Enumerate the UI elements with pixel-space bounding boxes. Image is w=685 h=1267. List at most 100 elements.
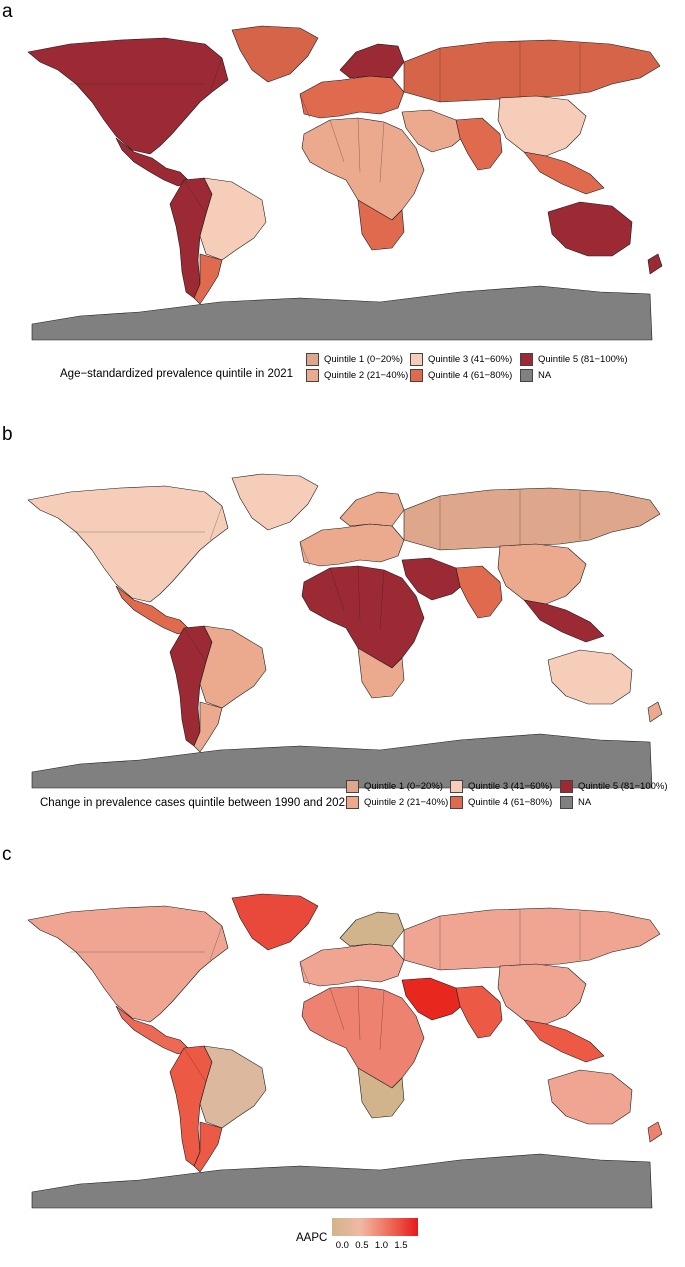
panel-a: a Age−standardized prevalence quintile i… [0, 0, 685, 420]
legend-label: Quintile 2 (21−40%) [324, 370, 409, 381]
country-border [357, 985, 361, 1041]
legend-swatch [306, 369, 319, 382]
panel-c: c AAPC 0.0 0.5 1.0 1.5 [0, 840, 685, 1267]
country-border [379, 989, 385, 1051]
region-middle-east [401, 977, 465, 1021]
country-border [209, 57, 223, 93]
country-border [183, 179, 207, 215]
legend-swatch [346, 780, 359, 793]
region-russia [403, 39, 661, 103]
country-border [357, 117, 361, 173]
region-east-asia [497, 95, 587, 157]
region-middle-east [401, 557, 465, 601]
legend-label: Quintile 2 (21−40%) [364, 797, 449, 808]
legend-label: Quintile 3 (41−60%) [428, 354, 513, 365]
region-middle-east [401, 109, 465, 153]
region-east-asia [497, 543, 587, 605]
region-europe-west [299, 75, 405, 119]
legend-label: Quintile 4 (61−80%) [468, 797, 553, 808]
legend-title: Age−standardized prevalence quintile in … [60, 368, 294, 380]
region-europe-west [299, 523, 405, 567]
region-new-zealand [647, 701, 663, 723]
legend-swatch [306, 353, 319, 366]
country-border [183, 627, 207, 663]
legend-label: Quintile 4 (61−80%) [428, 370, 513, 381]
legend-swatch [560, 780, 573, 793]
colorbar-tick-label: 1.5 [394, 1240, 408, 1251]
region-southern-cone [193, 253, 223, 305]
legend-swatch [450, 780, 463, 793]
region-australia [547, 649, 633, 705]
legend-swatch [346, 796, 359, 809]
region-greenland [231, 893, 319, 951]
region-antarctica [31, 285, 653, 341]
region-east-asia [497, 963, 587, 1025]
legend-swatch [560, 796, 573, 809]
region-north-america [27, 485, 229, 603]
country-border [329, 567, 345, 611]
region-europe-west [299, 943, 405, 987]
region-greenland [231, 25, 319, 83]
region-brazil [199, 1045, 267, 1129]
region-russia [403, 907, 661, 971]
region-antarctica [31, 1153, 653, 1209]
country-border [329, 119, 345, 163]
legend-swatch [520, 369, 533, 382]
country-border [299, 93, 311, 119]
region-australia [547, 1069, 633, 1125]
region-southern-africa [357, 647, 405, 699]
region-north-america [27, 905, 229, 1023]
legend-title: Change in prevalence cases quintile betw… [40, 797, 352, 809]
region-brazil [199, 625, 267, 709]
region-australia [547, 201, 633, 257]
colorbar-tick-label: 0.0 [335, 1240, 349, 1251]
legend-label: Quintile 5 (81−100%) [538, 354, 628, 365]
panel-label: c [2, 844, 12, 865]
legend-swatch [410, 353, 423, 366]
region-scandinavia [339, 911, 405, 947]
region-scandinavia [339, 43, 405, 79]
country-border [209, 925, 223, 961]
region-southern-africa [357, 199, 405, 251]
region-scandinavia [339, 491, 405, 527]
world-map [27, 893, 663, 1209]
legend-label: NA [578, 797, 592, 808]
region-new-zealand [647, 1121, 663, 1143]
region-southern-cone [193, 1121, 223, 1173]
region-south-asia [455, 985, 503, 1039]
region-southern-africa [357, 1067, 405, 1119]
country-border [329, 987, 345, 1031]
country-border [299, 541, 311, 567]
region-south-asia [455, 117, 503, 171]
region-southeast-asia [523, 1019, 605, 1063]
region-greenland [231, 473, 319, 531]
country-border [379, 121, 385, 183]
legend-swatch [450, 796, 463, 809]
legend-label: NA [538, 370, 552, 381]
colorbar-gradient [332, 1218, 418, 1236]
legend-label: Quintile 1 (0−20%) [324, 354, 403, 365]
region-russia [403, 487, 661, 551]
world-map [27, 25, 663, 341]
colorbar-tick-label: 1.0 [374, 1240, 389, 1251]
world-map [27, 473, 663, 789]
country-border [379, 569, 385, 631]
region-southern-cone [193, 701, 223, 753]
region-southeast-asia [523, 151, 605, 195]
legend-swatch [410, 369, 423, 382]
legend-label: Quintile 3 (41−60%) [468, 781, 553, 792]
panel-label: b [2, 424, 13, 445]
country-border [209, 505, 223, 541]
country-border [357, 565, 361, 621]
colorbar [332, 1218, 418, 1236]
country-border [299, 961, 311, 987]
region-north-america [27, 37, 229, 155]
region-south-asia [455, 565, 503, 619]
legend-label: Quintile 5 (81−100%) [578, 781, 668, 792]
legend-swatch [520, 353, 533, 366]
panel-label: a [2, 1, 13, 22]
region-southeast-asia [523, 599, 605, 643]
panel-b: b Change in prevalence cases quintile be… [0, 420, 685, 840]
legend-label: Quintile 1 (0−20%) [364, 781, 443, 792]
region-new-zealand [647, 253, 663, 275]
